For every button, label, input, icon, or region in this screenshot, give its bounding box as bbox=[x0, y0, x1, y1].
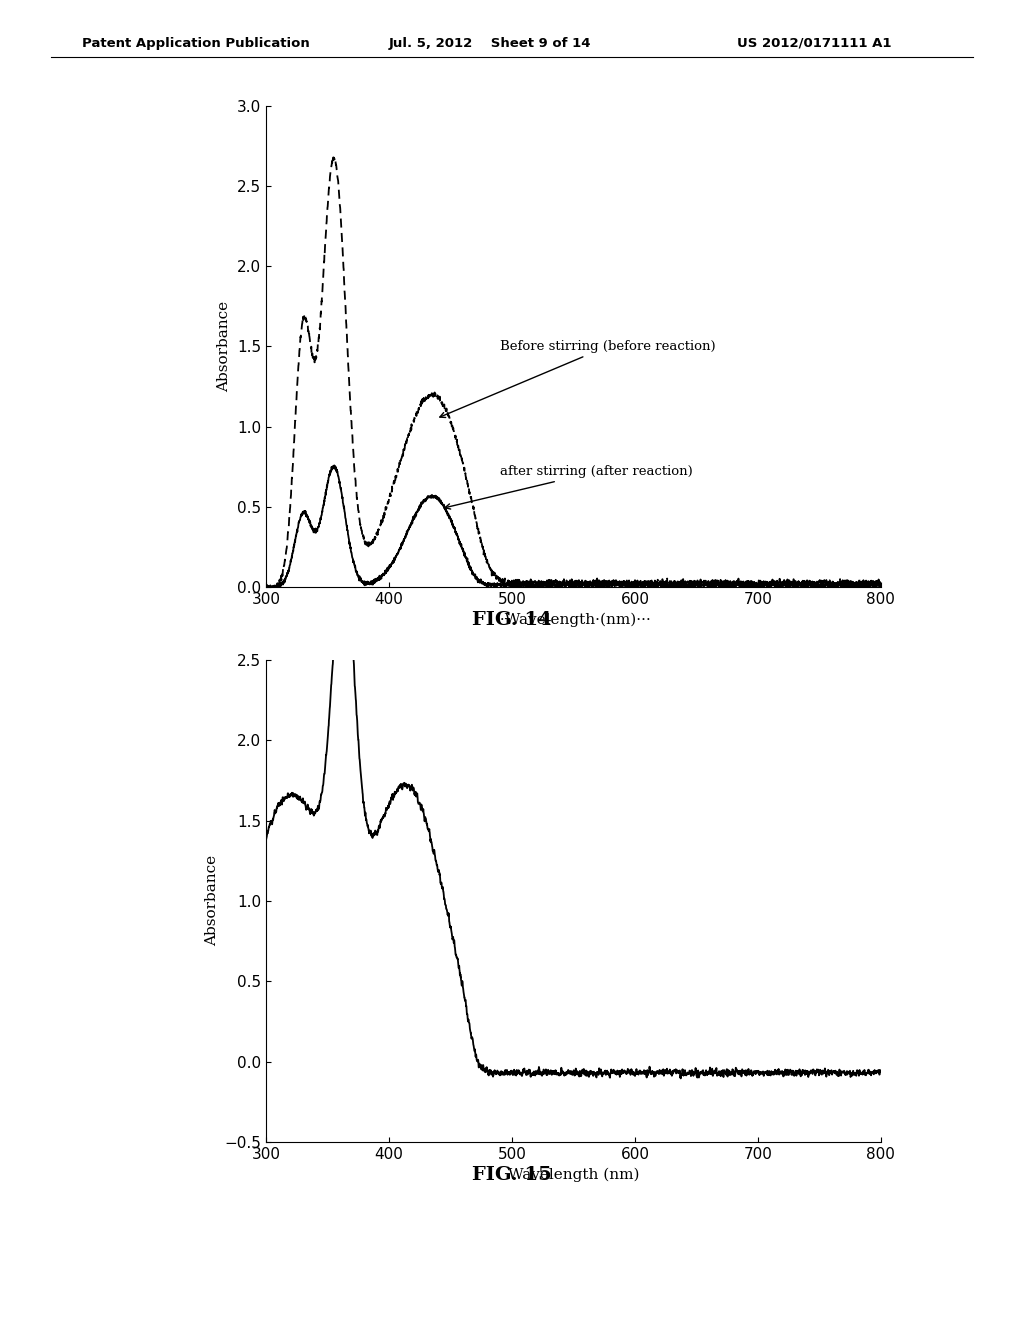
Y-axis label: Absorbance: Absorbance bbox=[217, 301, 231, 392]
Text: Before stirring (before reaction): Before stirring (before reaction) bbox=[440, 341, 716, 417]
Text: after stirring (after reaction): after stirring (after reaction) bbox=[445, 465, 692, 510]
Text: FIG. 14: FIG. 14 bbox=[472, 611, 552, 630]
X-axis label: ··Wavelength·(nm)···: ··Wavelength·(nm)··· bbox=[496, 612, 651, 627]
Y-axis label: Absorbance: Absorbance bbox=[205, 855, 219, 946]
Text: Jul. 5, 2012    Sheet 9 of 14: Jul. 5, 2012 Sheet 9 of 14 bbox=[389, 37, 592, 50]
Text: FIG. 15: FIG. 15 bbox=[472, 1166, 552, 1184]
X-axis label: Wavelength (nm): Wavelength (nm) bbox=[508, 1167, 639, 1181]
Text: US 2012/0171111 A1: US 2012/0171111 A1 bbox=[737, 37, 892, 50]
Text: Patent Application Publication: Patent Application Publication bbox=[82, 37, 309, 50]
